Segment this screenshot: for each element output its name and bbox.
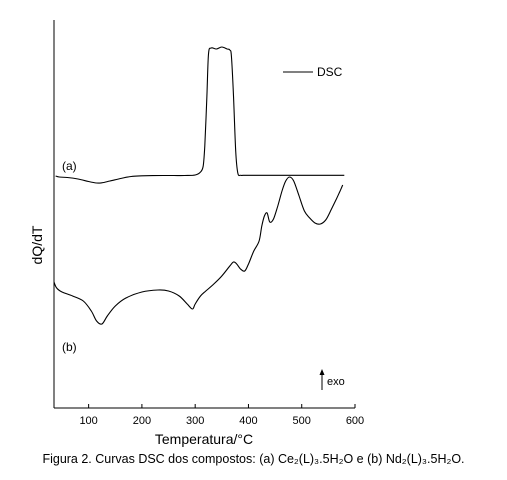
x-tick-label: 200 xyxy=(133,415,151,427)
exo-label: exo xyxy=(327,376,345,388)
series-label-a: (a) xyxy=(62,159,77,173)
series-label-b: (b) xyxy=(62,340,77,354)
legend: DSC xyxy=(283,65,343,79)
x-tick-label: 500 xyxy=(293,415,311,427)
x-ticks: 100 200 300 400 500 600 xyxy=(79,404,364,427)
x-axis-title: Temperatura/°C xyxy=(155,431,253,447)
x-tick-label: 100 xyxy=(79,415,97,427)
x-tick-label: 300 xyxy=(186,415,204,427)
figure-caption: Figura 2. Curvas DSC dos compostos: (a) … xyxy=(42,452,465,466)
x-tick-label: 400 xyxy=(239,415,257,427)
exo-arrow-head xyxy=(319,369,325,375)
exo-annotation: exo xyxy=(319,369,345,390)
x-tick-label: 600 xyxy=(346,415,364,427)
y-axis-title: dQ/dT xyxy=(29,225,45,264)
series-a-line xyxy=(55,46,345,184)
legend-label: DSC xyxy=(317,65,343,79)
series-b-line xyxy=(53,176,344,325)
series-group xyxy=(53,46,345,325)
